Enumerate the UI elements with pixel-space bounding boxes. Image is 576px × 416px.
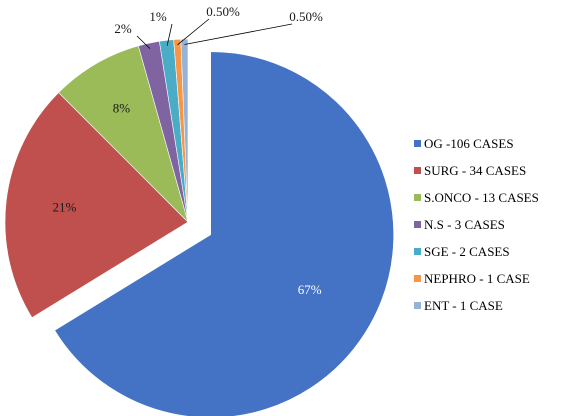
pie-slices	[4, 38, 394, 416]
legend-label: NEPHRO - 1 CASE	[424, 271, 530, 286]
legend: OG -106 CASES SURG - 34 CASES S.ONCO - 13 …	[414, 136, 539, 313]
legend-swatch	[414, 248, 421, 255]
legend-swatch	[414, 275, 421, 282]
slice-data-label: 0.50%	[206, 4, 240, 19]
leader-line	[136, 35, 151, 49]
slice-data-label: 0.50%	[289, 9, 323, 24]
slice-data-label: 1%	[149, 9, 167, 24]
legend-item-sge-2-cases: SGE - 2 CASES	[414, 244, 510, 259]
legend-label: OG -106 CASES	[424, 136, 514, 151]
pie-slice-shape	[4, 92, 189, 319]
leader-line	[166, 23, 173, 46]
pie-slice-shape	[58, 45, 189, 224]
legend-swatch	[414, 167, 421, 174]
legend-item-s-onco-13-cases: S.ONCO - 13 CASES	[414, 190, 539, 205]
legend-swatch	[414, 194, 421, 201]
legend-item-ent-1-case: ENT - 1 CASE	[414, 298, 503, 313]
legend-item-surg-34-cases: SURG - 34 CASES	[414, 163, 526, 178]
slice-data-label: 8%	[113, 100, 131, 115]
legend-label: ENT - 1 CASE	[424, 298, 503, 313]
legend-item-og-106-cases: OG -106 CASES	[414, 136, 514, 151]
legend-label: SURG - 34 CASES	[424, 163, 526, 178]
pie-slice-s-onco-13-cases	[58, 45, 189, 224]
legend-label: SGE - 2 CASES	[424, 244, 510, 259]
slice-data-label: 67%	[298, 282, 322, 297]
leader-line	[177, 18, 210, 46]
legend-swatch	[414, 302, 421, 309]
slice-data-labels: 67% 21% 8% 2% 1% 0.50% 0.50%	[53, 4, 323, 297]
legend-item-nephro-1-case: NEPHRO - 1 CASE	[414, 271, 530, 286]
legend-swatch	[414, 140, 421, 147]
pie-slice-shape	[54, 51, 394, 416]
legend-label: N.S - 3 CASES	[424, 217, 505, 232]
legend-swatch	[414, 221, 421, 228]
legend-item-n-s-3-cases: N.S - 3 CASES	[414, 217, 505, 232]
slice-data-label: 2%	[114, 21, 132, 36]
leader-line	[184, 23, 293, 45]
slice-data-label: 21%	[53, 199, 77, 214]
pie-slice-og-106-cases	[54, 51, 394, 416]
pie-slice-surg-34-cases	[4, 92, 189, 319]
legend-label: S.ONCO - 13 CASES	[424, 190, 539, 205]
